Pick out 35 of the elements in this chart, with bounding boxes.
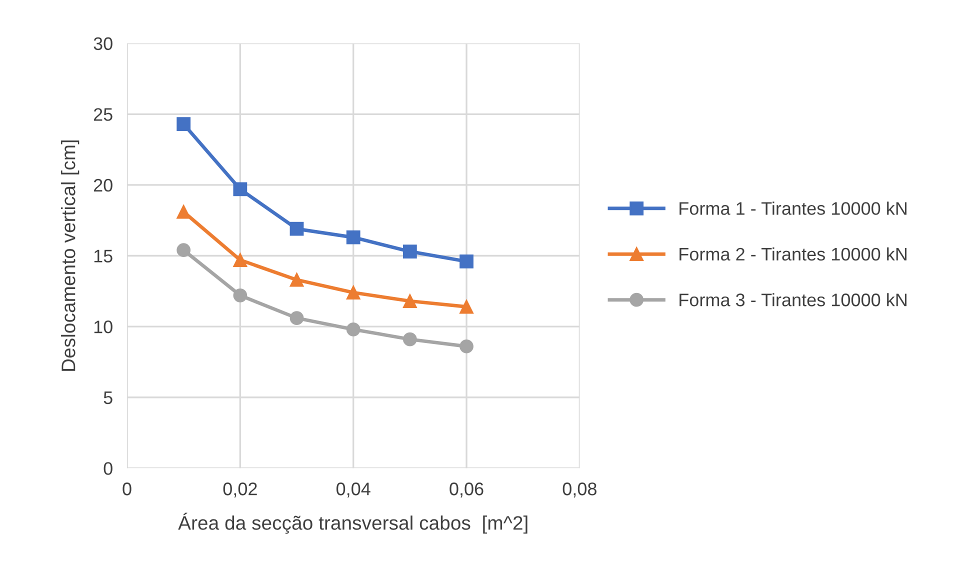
x-tick-label: 0,08 <box>562 482 596 498</box>
point <box>402 332 417 346</box>
point <box>233 288 248 302</box>
point <box>460 300 474 314</box>
y-tick-label: 30 <box>94 37 112 50</box>
point <box>176 117 191 132</box>
x-axis-title: Área da secção transversal cabos [m^2] <box>178 512 528 534</box>
y-tick-label: 5 <box>104 391 112 404</box>
y-tick-label: 0 <box>104 462 112 475</box>
y-axis-title: Deslocamento vertical [cm] <box>61 140 80 371</box>
point <box>233 253 248 267</box>
x-tick-label: 0,06 <box>450 482 484 498</box>
point <box>402 294 417 308</box>
point <box>460 339 474 354</box>
y-tick-label: 25 <box>94 108 112 121</box>
legend-label: Forma 1 - Tirantes 10000 kN <box>680 202 906 215</box>
y-tick-label: 10 <box>94 320 112 334</box>
point <box>176 204 191 219</box>
point <box>290 272 304 287</box>
legend-label: Forma 2 - Tirantes 10000 kN <box>680 247 906 261</box>
point <box>346 322 360 336</box>
point <box>233 182 248 196</box>
point <box>402 244 417 258</box>
x-tick-label: 0 <box>122 482 132 496</box>
x-tick-label: 0,02 <box>223 482 257 498</box>
point <box>346 286 360 300</box>
legend-label: Forma 3 - Tirantes 10000 kN <box>680 293 906 306</box>
y-tick-label: 20 <box>94 178 112 192</box>
point <box>346 230 360 244</box>
point <box>460 254 474 268</box>
point <box>176 243 191 258</box>
point <box>290 222 304 236</box>
x-tick-label: 0,04 <box>336 482 370 498</box>
y-tick-label: 15 <box>94 250 112 262</box>
point <box>290 311 304 326</box>
